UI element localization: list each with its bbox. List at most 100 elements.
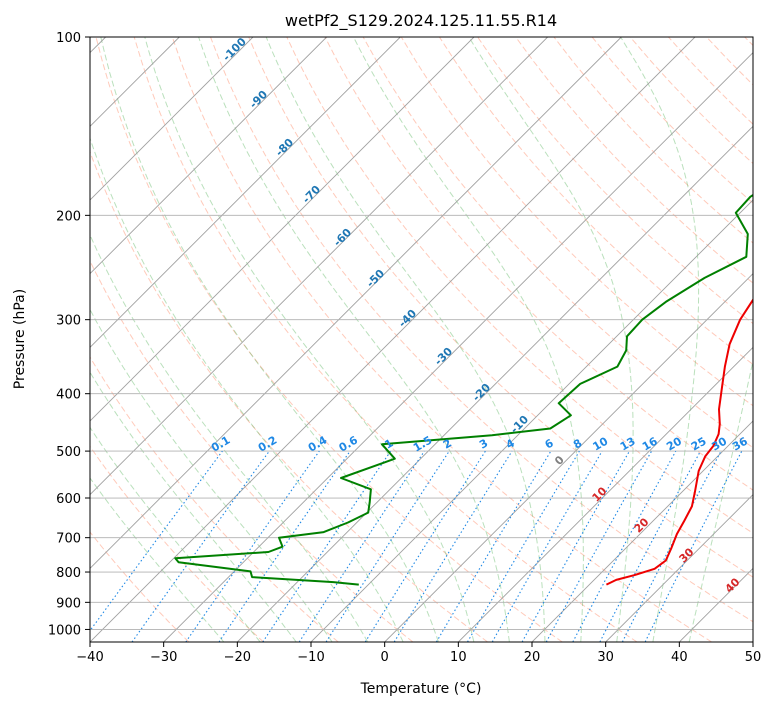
dry-adiabat (95, 37, 563, 642)
moist-adiabat (90, 136, 404, 642)
moist-adiabat (90, 477, 225, 642)
moist-adiabat (90, 308, 333, 642)
isotherm-line (605, 494, 753, 642)
isotherm-label: -30 (432, 345, 455, 368)
dry-adiabat (248, 37, 753, 578)
mixing-ratio-line (262, 450, 392, 642)
dry-adiabat (438, 37, 753, 366)
dry-adiabat (171, 37, 712, 642)
moist-adiabat (100, 37, 439, 642)
isotherm-line (310, 199, 753, 642)
isotherm-line (163, 52, 753, 642)
isotherm-line (458, 346, 753, 642)
y-axis-label: Pressure (hPa) (12, 289, 28, 389)
x-tick-label: 30 (597, 650, 614, 665)
dry-adiabat (90, 445, 264, 642)
moist-adiabat (468, 37, 634, 642)
x-tick-label: −20 (224, 650, 251, 665)
moist-adiabat (198, 37, 510, 642)
dry-adiabat (90, 356, 339, 642)
y-tick-label: 800 (56, 566, 81, 581)
x-tick-label: 20 (524, 650, 541, 665)
moist-adiabat (144, 37, 475, 642)
mixing-ratio-line (521, 450, 630, 642)
moist-adiabat (688, 358, 753, 642)
mixing-ratio-line (545, 450, 653, 642)
mixing-ratio-line (435, 450, 552, 642)
dewpoint-profile-line (174, 193, 753, 586)
dry-adiabat (706, 37, 753, 86)
isotherm-label: 20 (632, 515, 652, 535)
moist-adiabat (90, 371, 297, 642)
dry-adiabat (90, 150, 488, 642)
moist-adiabat (90, 233, 369, 642)
dry-adiabat (90, 531, 190, 642)
y-tick-label: 1000 (48, 623, 81, 638)
mixing-ratio-label: 6 (543, 436, 556, 451)
mixing-ratio-line (393, 450, 513, 642)
y-tick-label: 300 (56, 314, 81, 329)
mixing-ratio-label: 4 (504, 436, 517, 451)
x-tick-label: 50 (745, 650, 762, 665)
isotherm-line (679, 567, 753, 642)
isotherm-label: -90 (247, 88, 270, 111)
chart-title: wetPf2_S129.2024.125.11.55.R14 (285, 11, 557, 31)
mixing-ratio-line (325, 450, 450, 642)
x-tick-label: 0 (381, 650, 389, 665)
isotherm-label: 10 (590, 484, 610, 504)
isotherm-label: -70 (300, 183, 323, 206)
isotherm-label: 40 (723, 575, 743, 595)
y-tick-label: 400 (56, 388, 81, 403)
isotherm-line (90, 37, 401, 348)
moist-adiabat (90, 426, 261, 642)
isotherm-line (384, 273, 753, 642)
y-tick-label: 100 (56, 31, 81, 46)
mixing-ratio-line (298, 450, 425, 642)
x-tick-label: −40 (76, 650, 103, 665)
y-tick-label: 200 (56, 209, 81, 224)
isotherm-line (90, 37, 548, 496)
y-tick-label: 600 (56, 492, 81, 507)
y-tick-label: 500 (56, 445, 81, 460)
isotherm-line (90, 37, 622, 569)
x-tick-label: 10 (450, 650, 467, 665)
moist-adiabat (353, 37, 584, 642)
isotherm-line (237, 125, 753, 642)
temperature-profile-line (605, 298, 753, 586)
dry-adiabat (515, 37, 753, 284)
isotherm-label: -40 (396, 307, 419, 330)
mixing-ratio-line (644, 450, 743, 642)
plot-frame (89, 36, 754, 643)
dry-adiabat (210, 37, 753, 623)
moist-adiabat (265, 37, 546, 642)
dry-adiabat (553, 37, 753, 244)
isotherm-label: 0 (552, 453, 567, 468)
isotherm-label: -100 (220, 35, 249, 64)
mixing-ratio-line (218, 450, 351, 642)
isotherm-line (90, 37, 696, 642)
isotherm-label: 30 (677, 545, 697, 565)
mixing-ratio-label: 3 (477, 437, 490, 452)
isotherm-label: -80 (273, 136, 296, 159)
isotherm-line (531, 420, 753, 642)
x-axis-label: Temperature (°C) (360, 681, 482, 697)
y-tick-label: 900 (56, 596, 81, 611)
isotherm-label: -50 (364, 267, 387, 290)
dry-adiabat (133, 37, 638, 642)
dry-adiabat (744, 37, 753, 47)
x-tick-label: −30 (150, 650, 177, 665)
y-tick-label: 700 (56, 532, 81, 547)
isotherm-line (90, 37, 327, 275)
isotherm-line (90, 37, 254, 201)
mixing-ratio-line (572, 450, 677, 642)
isotherm-label: -20 (470, 381, 493, 404)
dry-adiabat (90, 259, 414, 642)
mixing-ratio-line (185, 450, 320, 642)
isotherm-line (90, 37, 475, 422)
x-tick-label: −10 (297, 650, 324, 665)
dry-adiabat (400, 37, 753, 407)
isotherm-line (752, 641, 753, 642)
x-tick-label: 40 (671, 650, 688, 665)
mixing-ratio-line (90, 450, 223, 632)
